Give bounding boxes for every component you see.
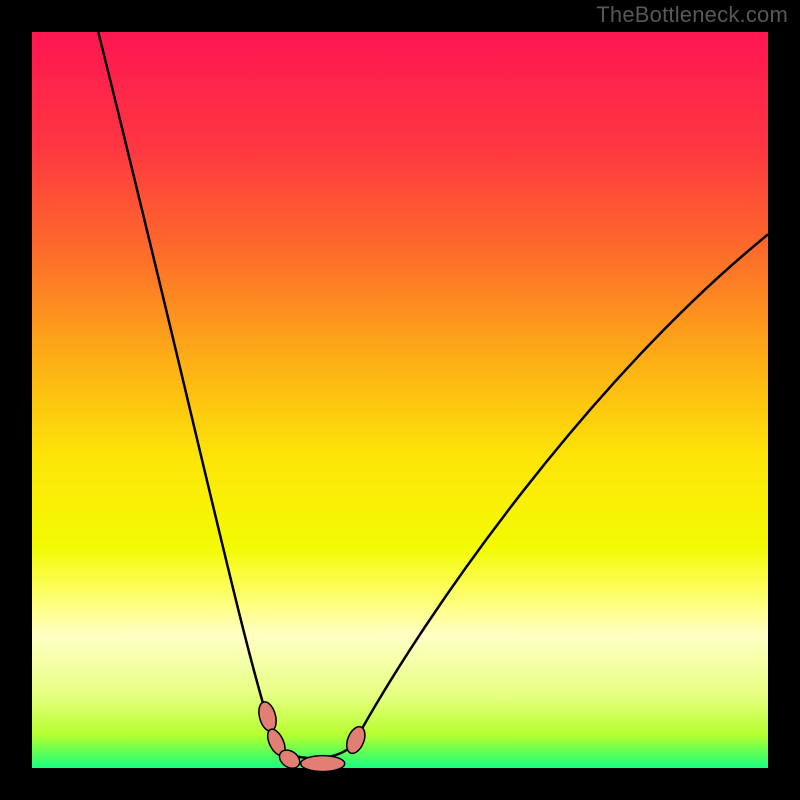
chart-container: TheBottleneck.com	[0, 0, 800, 800]
marker-3	[301, 756, 345, 772]
plot-background	[32, 32, 768, 768]
chart-svg	[0, 0, 800, 800]
watermark-text: TheBottleneck.com	[596, 2, 788, 28]
